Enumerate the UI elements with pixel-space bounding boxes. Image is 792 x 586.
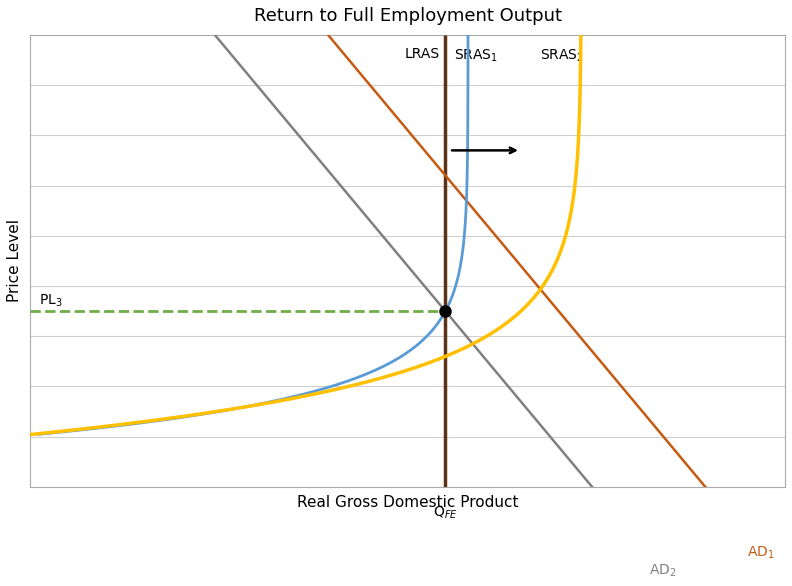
- Text: LRAS: LRAS: [404, 47, 440, 62]
- Text: SRAS$_1$: SRAS$_1$: [455, 47, 499, 64]
- Title: Return to Full Employment Output: Return to Full Employment Output: [253, 7, 562, 25]
- X-axis label: Real Gross Domestic Product: Real Gross Domestic Product: [297, 495, 519, 510]
- Y-axis label: Price Level: Price Level: [7, 219, 22, 302]
- Text: AD$_2$: AD$_2$: [649, 563, 676, 579]
- Text: AD$_1$: AD$_1$: [748, 545, 775, 561]
- Text: SRAS$_2$: SRAS$_2$: [540, 47, 584, 64]
- Text: PL$_3$: PL$_3$: [40, 292, 63, 309]
- Text: Q$_{FE}$: Q$_{FE}$: [433, 505, 458, 521]
